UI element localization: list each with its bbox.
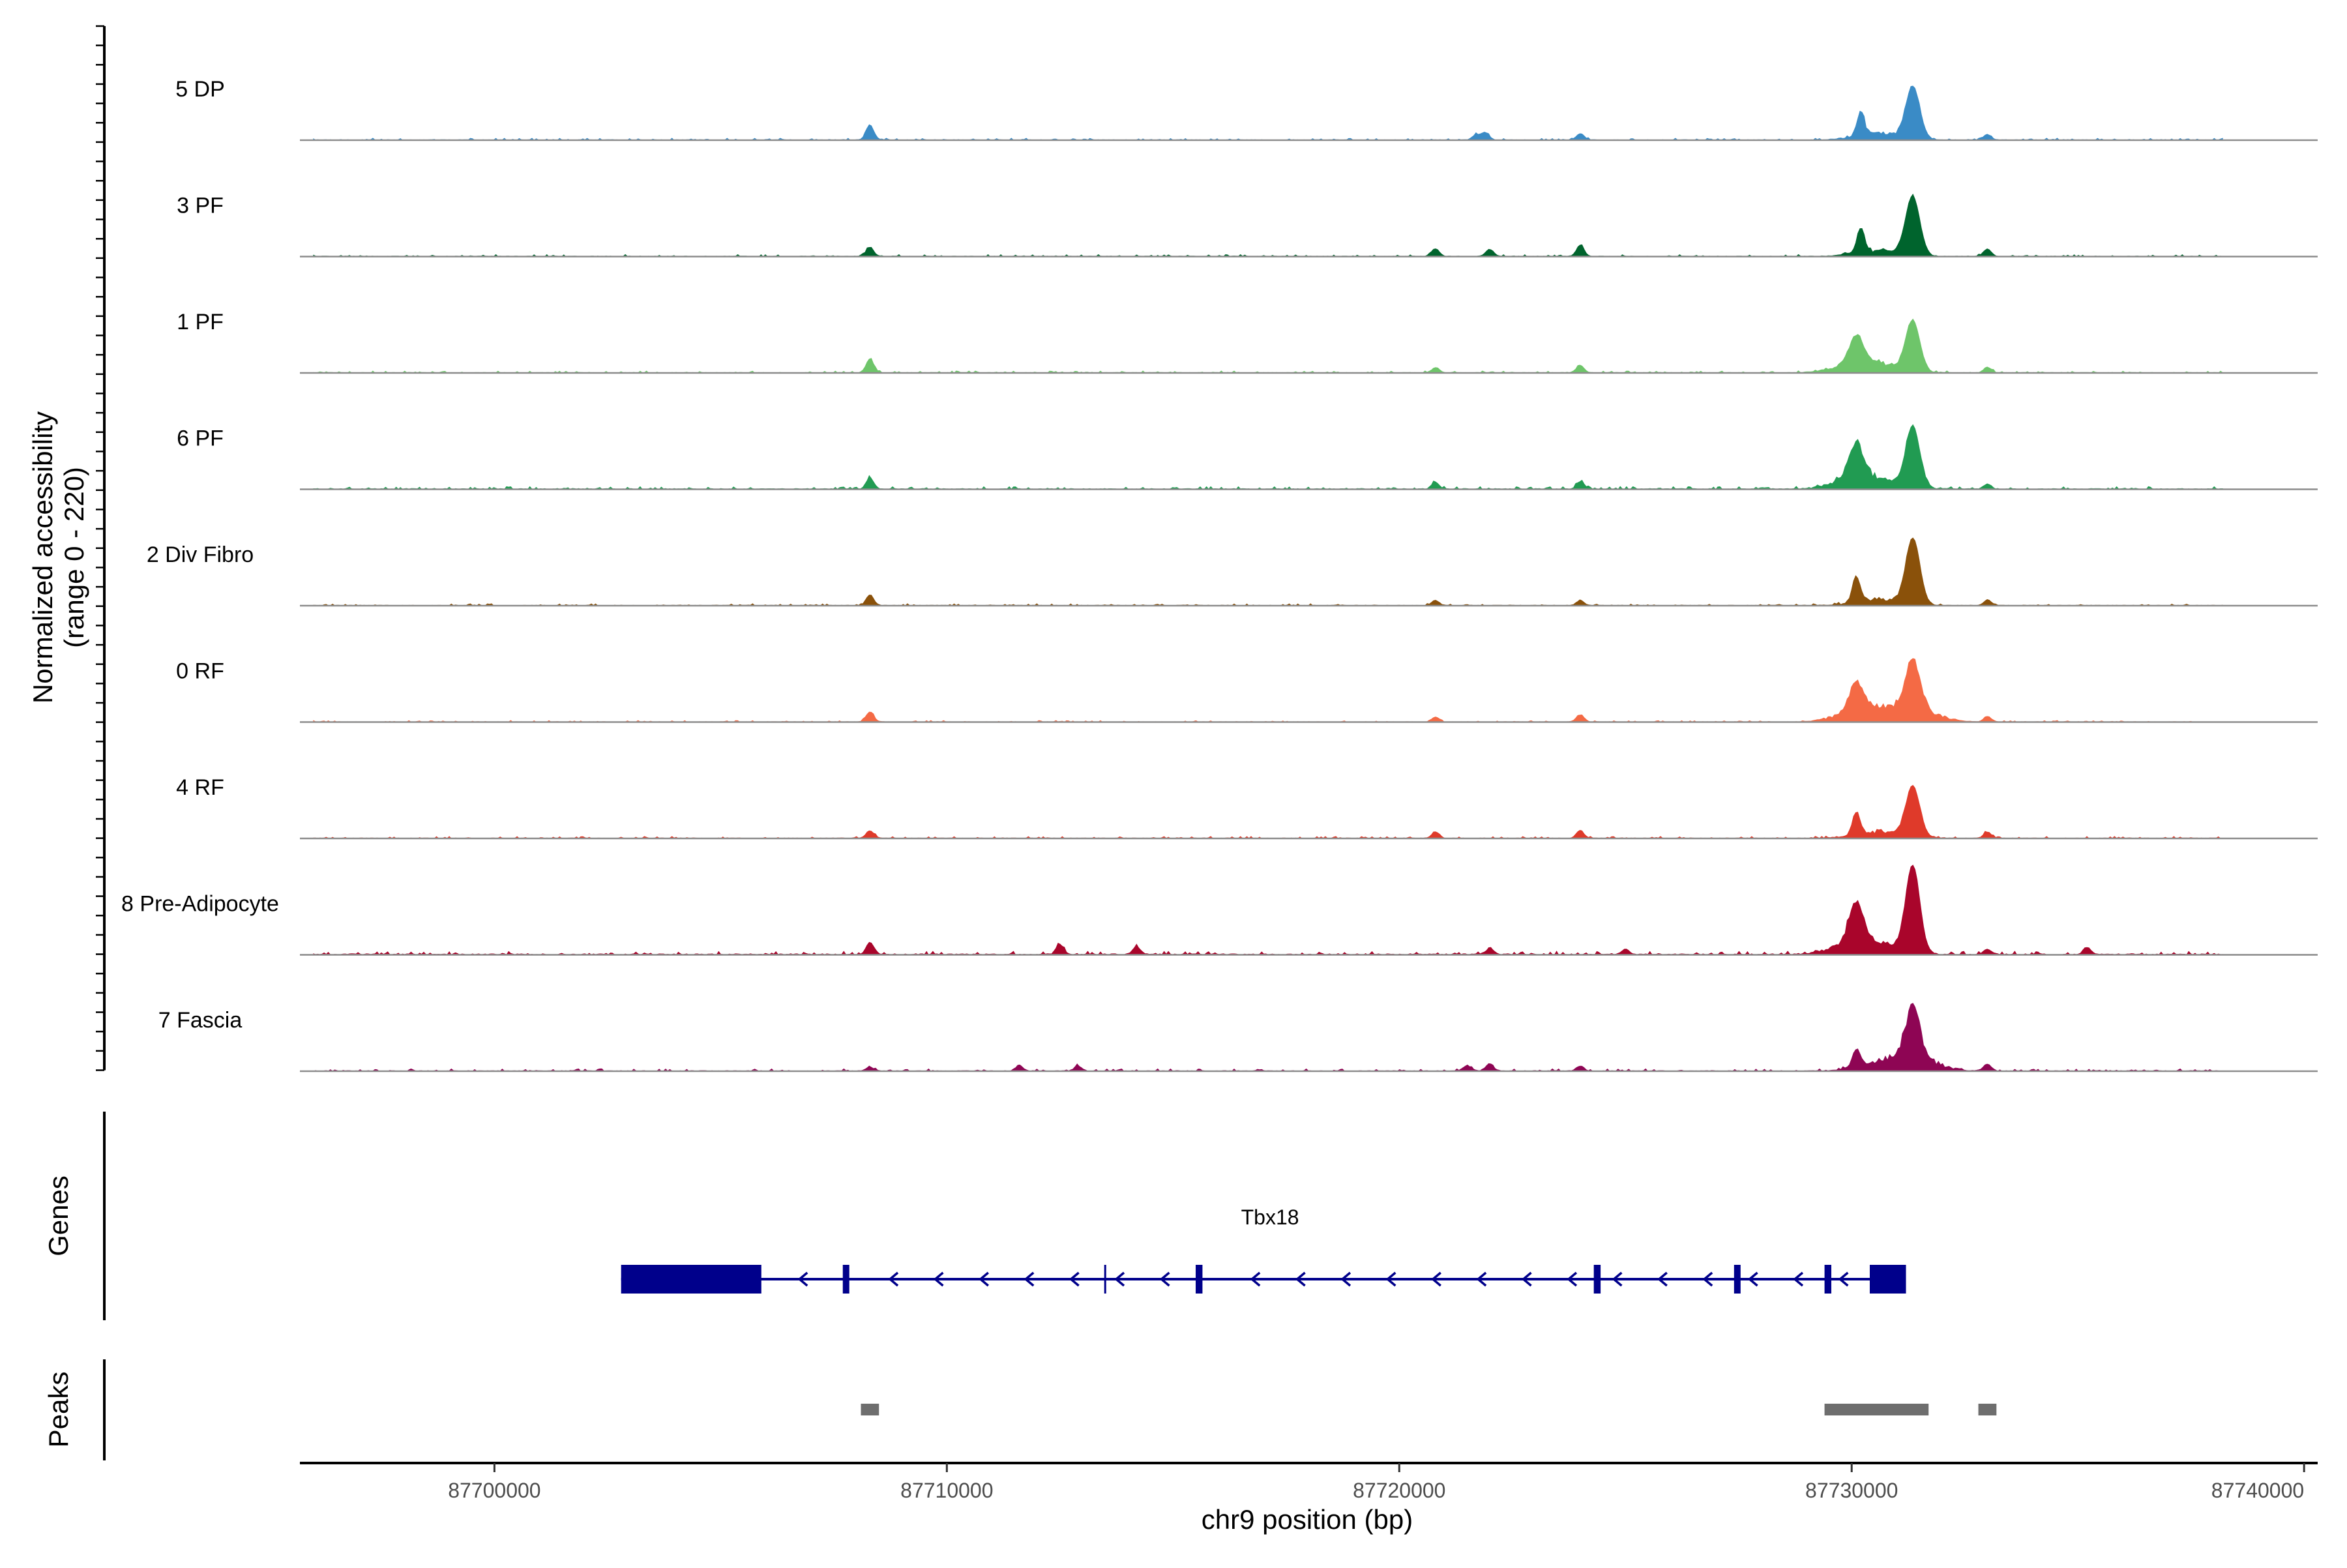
strand-chevron <box>1476 1271 1487 1287</box>
strand-chevron <box>1838 1271 1849 1287</box>
x-tick-label-4: 87740000 <box>2211 1479 2304 1502</box>
coverage-area-5 <box>313 658 2223 722</box>
y-axis: Normalized accessibility (range 0 - 220) <box>27 25 106 1071</box>
strand-chevron <box>1747 1271 1758 1287</box>
x-tick-label-1: 87710000 <box>900 1479 993 1502</box>
track-label-6: 4 RF <box>176 775 224 800</box>
x-axis: 87700000 87710000 87720000 87730000 87740000… <box>300 1462 2318 1535</box>
strand-chevron <box>888 1271 899 1287</box>
coverage-tracks: 5 DP 3 PF 1 PF 6 PF 2 Div Fibro 0 RF 4 RF 8 Pre… <box>121 77 2318 1072</box>
strand-chevron <box>1385 1271 1396 1287</box>
peak-region-2 <box>1978 1404 1997 1415</box>
track-label-0: 5 DP <box>175 77 225 102</box>
track-label-4: 2 Div Fibro <box>147 542 254 567</box>
strand-chevron <box>1024 1271 1035 1287</box>
y-axis-title-line2: (range 0 - 220) <box>59 467 89 648</box>
coverage-area-7 <box>313 865 2223 956</box>
gene-exon-7 <box>1874 1265 1906 1294</box>
peak-region-0 <box>861 1404 879 1415</box>
track-label-2: 1 PF <box>177 310 224 334</box>
strand-chevron <box>1114 1271 1125 1287</box>
strand-chevron <box>1295 1271 1306 1287</box>
gene-exon-1 <box>842 1265 849 1294</box>
genes-track-title: Genes <box>43 1176 74 1256</box>
gene-exon-6 <box>1869 1265 1876 1294</box>
peak-region-1 <box>1824 1404 1929 1415</box>
track-label-8: 7 Fascia <box>158 1008 243 1033</box>
peaks-track: Peaks <box>43 1359 1997 1460</box>
strand-chevron <box>1159 1271 1170 1287</box>
track-label-3: 6 PF <box>177 426 224 451</box>
y-axis-title-line1: Normalized accessibility <box>27 411 58 703</box>
x-axis-title: chr9 position (bp) <box>1202 1504 1413 1535</box>
gene-exon-0 <box>621 1265 761 1294</box>
strand-chevron <box>1702 1271 1713 1287</box>
coverage-area-4 <box>313 537 2223 606</box>
coverage-area-0 <box>313 85 2223 141</box>
track-label-1: 3 PF <box>177 194 224 218</box>
track-label-5: 0 RF <box>176 659 224 684</box>
gene-exon-5 <box>1824 1265 1832 1294</box>
strand-chevron <box>1340 1271 1351 1287</box>
coverage-area-6 <box>313 784 2223 839</box>
strand-chevron <box>933 1271 944 1287</box>
strand-chevron <box>1431 1271 1441 1287</box>
gene-name-label: Tbx18 <box>1241 1206 1299 1229</box>
gene-exon-4 <box>1734 1265 1741 1294</box>
strand-chevron <box>1250 1271 1261 1287</box>
strand-chevron <box>1521 1271 1532 1287</box>
strand-chevron <box>797 1271 808 1287</box>
gene-exon-2 <box>1196 1265 1203 1294</box>
coverage-area-8 <box>313 1003 2223 1072</box>
strand-chevron <box>1069 1271 1080 1287</box>
peaks-track-title: Peaks <box>43 1372 74 1448</box>
track-label-7: 8 Pre-Adipocyte <box>121 892 279 917</box>
coverage-area-3 <box>313 424 2223 490</box>
strand-chevron <box>1657 1271 1668 1287</box>
gene-exon-3 <box>1593 1265 1601 1294</box>
genes-track: Genes Tbx18 <box>43 1112 1906 1320</box>
strand-chevron <box>1567 1271 1578 1287</box>
x-tick-label-3: 87730000 <box>1805 1479 1898 1502</box>
x-tick-label-0: 87700000 <box>448 1479 540 1502</box>
strand-chevron <box>979 1271 989 1287</box>
strand-chevron <box>1612 1271 1623 1287</box>
x-tick-label-2: 87720000 <box>1353 1479 1445 1502</box>
strand-chevron <box>1793 1271 1804 1287</box>
coverage-area-1 <box>313 193 2223 258</box>
coverage-area-2 <box>313 318 2223 374</box>
